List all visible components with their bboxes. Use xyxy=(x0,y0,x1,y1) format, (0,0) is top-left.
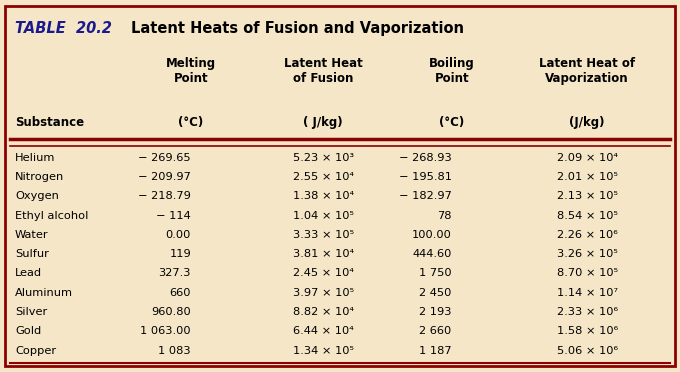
Text: 8.82 × 10⁴: 8.82 × 10⁴ xyxy=(292,307,354,317)
Text: 3.26 × 10⁵: 3.26 × 10⁵ xyxy=(557,249,617,259)
Text: 5.23 × 10³: 5.23 × 10³ xyxy=(292,153,354,163)
Text: 2 193: 2 193 xyxy=(420,307,452,317)
Text: Gold: Gold xyxy=(15,326,41,336)
Text: 1.14 × 10⁷: 1.14 × 10⁷ xyxy=(557,288,617,298)
Text: ( J/kg): ( J/kg) xyxy=(303,116,343,129)
Text: − 209.97: − 209.97 xyxy=(138,172,191,182)
Text: Water: Water xyxy=(15,230,48,240)
Text: Ethyl alcohol: Ethyl alcohol xyxy=(15,211,88,221)
Text: Latent Heat
of Fusion: Latent Heat of Fusion xyxy=(284,57,362,85)
Text: 2.33 × 10⁶: 2.33 × 10⁶ xyxy=(557,307,617,317)
Text: 2.09 × 10⁴: 2.09 × 10⁴ xyxy=(557,153,617,163)
Text: 2.13 × 10⁵: 2.13 × 10⁵ xyxy=(557,191,617,201)
Text: 0.00: 0.00 xyxy=(166,230,191,240)
Text: 119: 119 xyxy=(169,249,191,259)
Text: 78: 78 xyxy=(437,211,452,221)
Text: 327.3: 327.3 xyxy=(158,269,191,278)
FancyBboxPatch shape xyxy=(5,6,675,366)
Text: (°C): (°C) xyxy=(439,116,464,129)
Text: 8.70 × 10⁵: 8.70 × 10⁵ xyxy=(557,269,617,278)
Text: Latent Heats of Fusion and Vaporization: Latent Heats of Fusion and Vaporization xyxy=(131,20,464,36)
Text: 3.81 × 10⁴: 3.81 × 10⁴ xyxy=(292,249,354,259)
Text: 1 083: 1 083 xyxy=(158,346,191,356)
Text: Oxygen: Oxygen xyxy=(15,191,58,201)
Text: (°C): (°C) xyxy=(178,116,203,129)
Text: 3.33 × 10⁵: 3.33 × 10⁵ xyxy=(292,230,354,240)
Text: 8.54 × 10⁵: 8.54 × 10⁵ xyxy=(557,211,617,221)
Text: Silver: Silver xyxy=(15,307,47,317)
Text: 2 450: 2 450 xyxy=(420,288,452,298)
Text: Melting
Point: Melting Point xyxy=(166,57,216,85)
Text: Nitrogen: Nitrogen xyxy=(15,172,64,182)
Text: 1.38 × 10⁴: 1.38 × 10⁴ xyxy=(292,191,354,201)
Text: − 114: − 114 xyxy=(156,211,191,221)
Text: − 218.79: − 218.79 xyxy=(138,191,191,201)
Text: 1 187: 1 187 xyxy=(419,346,452,356)
Text: − 268.93: − 268.93 xyxy=(399,153,452,163)
Text: (J/kg): (J/kg) xyxy=(569,116,605,129)
Text: Latent Heat of
Vaporization: Latent Heat of Vaporization xyxy=(539,57,635,85)
Text: 100.00: 100.00 xyxy=(412,230,452,240)
Text: 6.44 × 10⁴: 6.44 × 10⁴ xyxy=(292,326,354,336)
Text: Lead: Lead xyxy=(15,269,42,278)
Text: Substance: Substance xyxy=(15,116,84,129)
Text: Aluminum: Aluminum xyxy=(15,288,73,298)
Text: 1 750: 1 750 xyxy=(419,269,452,278)
Text: − 182.97: − 182.97 xyxy=(399,191,452,201)
Text: 2.01 × 10⁵: 2.01 × 10⁵ xyxy=(557,172,617,182)
Text: TABLE  20.2: TABLE 20.2 xyxy=(15,20,112,36)
Text: 444.60: 444.60 xyxy=(412,249,452,259)
Text: Copper: Copper xyxy=(15,346,56,356)
Text: 5.06 × 10⁶: 5.06 × 10⁶ xyxy=(557,346,617,356)
Text: Sulfur: Sulfur xyxy=(15,249,49,259)
Text: 3.97 × 10⁵: 3.97 × 10⁵ xyxy=(292,288,354,298)
Text: 1.34 × 10⁵: 1.34 × 10⁵ xyxy=(292,346,354,356)
Text: 1.04 × 10⁵: 1.04 × 10⁵ xyxy=(292,211,354,221)
Text: 1 063.00: 1 063.00 xyxy=(140,326,191,336)
Text: 660: 660 xyxy=(169,288,191,298)
Text: Boiling
Point: Boiling Point xyxy=(429,57,475,85)
Text: 2 660: 2 660 xyxy=(420,326,452,336)
Text: 1.58 × 10⁶: 1.58 × 10⁶ xyxy=(557,326,617,336)
Text: 2.45 × 10⁴: 2.45 × 10⁴ xyxy=(292,269,354,278)
Text: Helium: Helium xyxy=(15,153,55,163)
Text: 960.80: 960.80 xyxy=(151,307,191,317)
Text: 2.26 × 10⁶: 2.26 × 10⁶ xyxy=(557,230,617,240)
Text: 2.55 × 10⁴: 2.55 × 10⁴ xyxy=(292,172,354,182)
Text: − 195.81: − 195.81 xyxy=(398,172,452,182)
Text: − 269.65: − 269.65 xyxy=(139,153,191,163)
